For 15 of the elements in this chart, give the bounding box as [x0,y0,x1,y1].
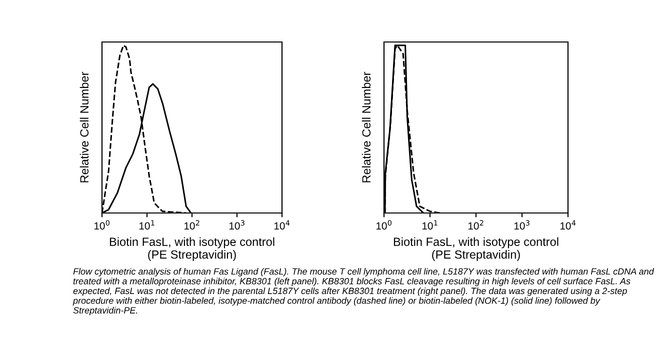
x-axis-title: Biotin FasL, with isotype control (PE Streptavidin) [394,237,558,262]
x-tick-label: 10$^{3}$ [514,220,530,230]
x-tick-label: 10$^{3}$ [229,220,244,230]
x-axis-title: Biotin FasL, with isotype control (PE Streptavidin) [110,237,274,262]
x-tick-label: 10$^{4}$ [274,220,290,230]
y-axis-title: Relative Cell Number [80,72,89,182]
y-axis-title: Relative Cell Number [362,72,371,182]
x-tick-label: 10$^{0}$ [94,220,110,230]
x-tick-label: 10$^{2}$ [184,220,200,230]
x-tick-label: 10$^{1}$ [139,220,154,230]
x-tick-label: 10$^{4}$ [560,220,576,230]
x-tick-label: 10$^{2}$ [468,220,484,230]
x-tick-label: 10$^{0}$ [376,220,392,230]
x-tick-label: 10$^{1}$ [422,220,438,230]
text: Flow cytometric analysis of human Fas Ligand (FasL). The mouse T cell lymphoma cell line, L5187Y was transfected with human FasL cDNA and treated with a metalloproteinase inhibitor, KB8301 (left panel). KB8301 blocks FasL cleavage resulting in high levels of cell surface FasL. As expected, FasL was not detected in the parental L5187Y cells after KB8301 treatment (right panel). The data was generated using a 2-step procedure with either biotin-labeled, isotype-matched control antibody (dashed line) or biotin-labeled (NOK-1) (solid line) followed by Streptavidin-PE. [72,268,654,316]
